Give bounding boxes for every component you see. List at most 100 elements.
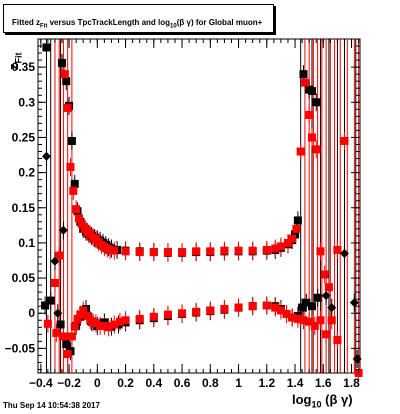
data-point [302,298,311,307]
data-point [248,246,257,255]
y-tick-label: −0.05 [5,341,36,355]
data-point [52,328,61,337]
data-point [262,245,271,254]
data-point [56,320,65,329]
x-tick-label: 1.4 [287,376,304,390]
data-point [316,247,325,256]
x-axis-label: log10 (β γ) [292,392,353,410]
data-point [324,283,333,292]
data-point [333,335,342,344]
data-point [339,248,349,258]
data-point [67,332,76,341]
data-point [62,340,71,349]
data-point [67,136,76,145]
data-point [163,310,172,319]
data-point [63,103,72,112]
x-axis-ticks: −0.4 −0.2 0 0.2 0.4 0.6 0.8 1 1.2 1.4 1.6 1.8 [29,39,360,390]
data-point [305,317,314,326]
y-tick-label: 0.3 [18,95,35,109]
data-point [77,219,86,228]
data-point [234,303,243,312]
chart-title: Fitted zFit versus TpcTrackLength and lo… [12,18,263,30]
data-point [41,151,51,161]
data-point [352,354,362,364]
data-point [62,77,71,86]
data-point [74,214,83,223]
y-tick-label: 0.35 [12,60,36,74]
data-point [60,70,69,79]
data-point [110,246,119,255]
data-point [313,293,322,302]
x-tick-label: 1 [235,376,242,390]
y-tick-label: 0.1 [18,236,35,250]
data-point [220,246,229,255]
data-point [66,162,75,171]
data-point [349,298,359,308]
data-point [299,316,308,325]
data-point [288,234,297,243]
data-point [59,332,68,341]
data-point [46,296,55,305]
data-point [149,248,158,257]
data-point [316,316,325,325]
data-point [276,306,285,315]
data-point [106,245,115,254]
data-point [96,321,105,330]
data-point [333,245,342,254]
data-point [121,316,130,325]
data-point [58,225,68,235]
data-point [293,314,302,323]
data-point [312,145,321,154]
data-point [63,350,72,359]
y-axis-ticks: −0.05 0 0.05 0.1 0.15 0.2 0.25 0.3 0.35 [5,45,360,370]
data-point [305,110,314,119]
x-tick-label: 0.8 [202,376,219,390]
data-point [73,314,82,323]
data-point [292,224,301,233]
data-point [300,78,309,87]
data-point [291,230,300,239]
data-point [91,319,100,328]
plot-frame [37,38,361,374]
chart-title-box: Fitted zFit versus TpcTrackLength and lo… [3,4,274,33]
data-point [178,309,187,318]
data-point [206,247,215,256]
data-point [110,320,119,329]
data-point [178,248,187,257]
data-point [276,242,285,251]
data-point [271,303,280,312]
data-point [320,270,329,279]
data-point [312,98,321,107]
data-point [115,317,124,326]
data-point [149,312,158,321]
data-point [192,307,201,316]
data-point [298,303,307,312]
data-point [234,246,243,255]
data-point [69,186,78,195]
data-point [135,248,144,257]
y-tick-label: 0 [28,306,35,320]
timestamp: Thu Sep 14 10:54:38 2017 [3,401,100,410]
x-tick-label: 0.6 [174,376,191,390]
data-point [220,305,229,314]
data-point [307,133,316,142]
data-point [104,323,113,332]
data-point [79,306,88,315]
data-point [321,291,331,301]
data-point [307,87,316,96]
data-markers [41,43,363,377]
y-tick-label: 0.2 [18,166,35,180]
data-point [53,308,63,318]
data-point [72,205,81,214]
x-tick-label: 0.4 [145,376,162,390]
data-point [310,321,319,330]
x-tick-label: 1.6 [315,376,332,390]
x-tick-label: −0.4 [29,376,53,390]
data-point [296,147,305,156]
y-axis-label: zFit [6,52,24,71]
x-tick-label: 1.2 [258,376,275,390]
data-point [288,313,297,322]
y-tick-label: 0.15 [12,201,36,215]
data-point [271,244,280,253]
